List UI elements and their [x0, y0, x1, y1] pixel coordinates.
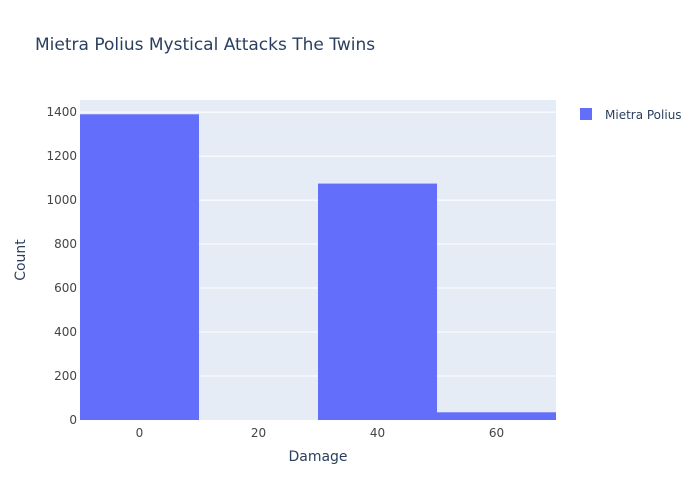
histogram-bar-2[interactable]	[318, 183, 437, 420]
y-tick-label-1200: 1200	[46, 149, 77, 163]
x-axis-ticks: 0 20 40 60	[136, 426, 504, 440]
x-tick-label-0: 0	[136, 426, 144, 440]
legend-label[interactable]: Mietra Polius	[605, 108, 682, 122]
chart-title: Mietra Polius Mystical Attacks The Twins	[35, 35, 375, 55]
legend[interactable]: Mietra Polius	[580, 108, 682, 122]
x-tick-label-20: 20	[251, 426, 266, 440]
x-tick-label-40: 40	[370, 426, 385, 440]
x-axis-label: Damage	[288, 449, 347, 465]
legend-swatch[interactable]	[580, 108, 592, 120]
y-tick-label-200: 200	[54, 369, 77, 383]
y-tick-label-600: 600	[54, 281, 77, 295]
y-tick-label-1000: 1000	[46, 193, 77, 207]
y-tick-label-800: 800	[54, 237, 77, 251]
y-tick-label-400: 400	[54, 325, 77, 339]
y-axis-label: Count	[13, 239, 29, 281]
histogram-bar-3[interactable]	[437, 412, 556, 420]
y-tick-label-1400: 1400	[46, 105, 77, 119]
x-tick-label-60: 60	[489, 426, 504, 440]
y-tick-label-0: 0	[69, 413, 77, 427]
histogram-bars	[80, 114, 556, 420]
y-axis-ticks: 0 200 400 600 800 1000 1200 1400	[46, 105, 77, 427]
histogram-bar-0[interactable]	[80, 114, 199, 420]
